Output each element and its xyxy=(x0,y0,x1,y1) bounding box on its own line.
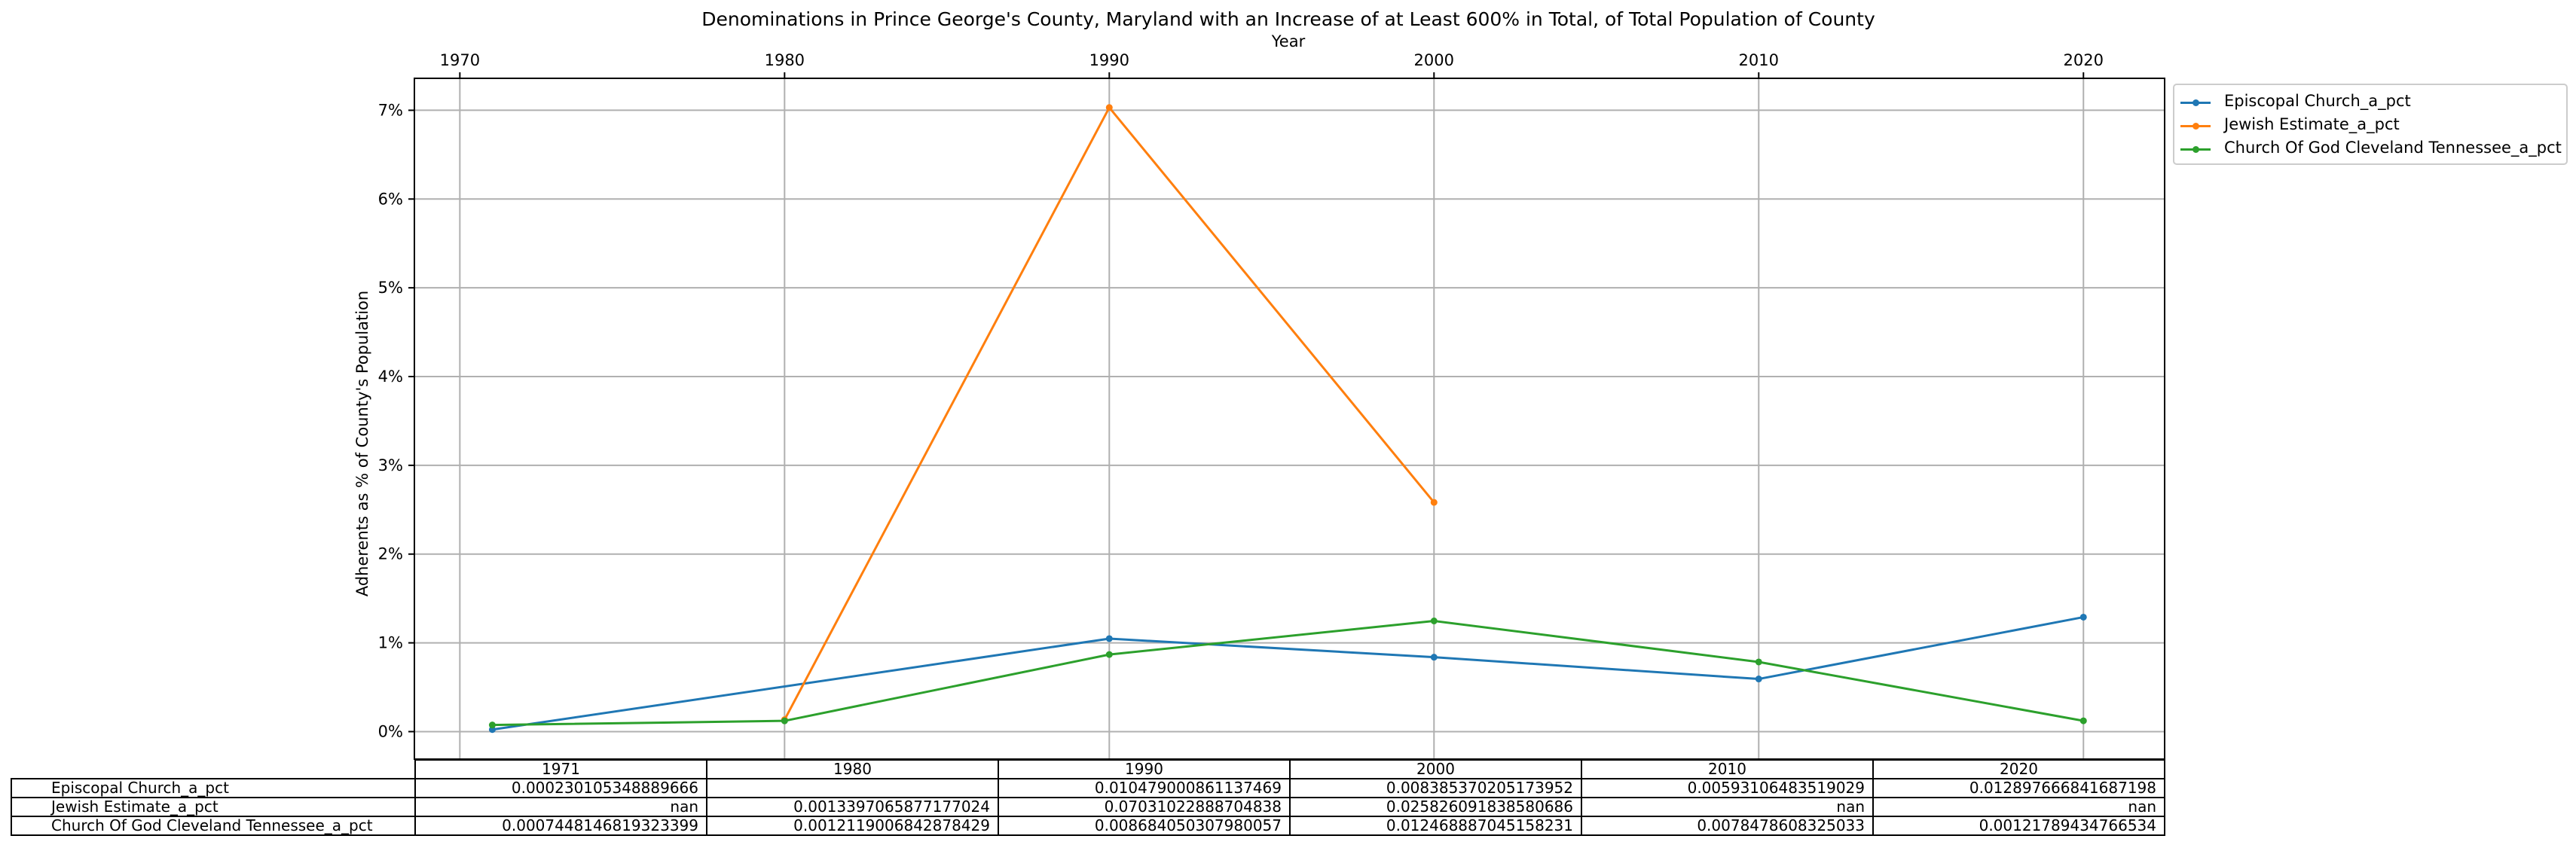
table-cell: 0.0013397065877177024 xyxy=(706,797,999,817)
legend-marker-icon xyxy=(2193,123,2199,130)
table-row: Episcopal Church_a_pct 0.000230105348889… xyxy=(11,778,2165,798)
data-point xyxy=(1430,618,1438,625)
data-point xyxy=(2079,613,2087,621)
table-column-header: 1980 xyxy=(706,759,999,779)
table-cell: 0.012897666841687198 xyxy=(1872,778,2165,798)
data-table: 1971 1980 1990 2000 2010 2020 Episcopal … xyxy=(11,759,2165,836)
data-point xyxy=(781,717,788,724)
table-column-header: 1971 xyxy=(414,759,707,779)
y-tick-label: 7% xyxy=(378,101,403,119)
table-row-header: Episcopal Church_a_pct xyxy=(11,778,416,798)
table-cell: 0.025826091838580686 xyxy=(1289,797,1582,817)
table-cell: 0.000230105348889666 xyxy=(414,778,707,798)
y-axis-label: Adherents as % of County's Population xyxy=(353,291,371,596)
y-tick-label: 3% xyxy=(378,456,403,474)
table-cell: 0.008684050307980057 xyxy=(998,816,1291,836)
table-cell: 0.0078478608325033 xyxy=(1581,816,1874,836)
data-point xyxy=(1755,658,1762,666)
y-tick-label: 5% xyxy=(378,279,403,297)
table-corner-cell xyxy=(11,760,415,779)
series-lines xyxy=(488,104,2087,734)
series-line-0 xyxy=(492,615,2084,731)
chart-title: Denominations in Prince George's County,… xyxy=(701,8,1875,30)
table-cell: nan xyxy=(414,797,707,817)
plot-frame xyxy=(414,78,2165,760)
data-point xyxy=(2079,717,2087,724)
table-cell: 0.008385370205173952 xyxy=(1289,778,1582,798)
data-point xyxy=(1105,635,1113,642)
data-point xyxy=(1105,104,1113,111)
legend: Episcopal Church_a_pct Jewish Estimate_a… xyxy=(2173,84,2568,165)
data-point xyxy=(1755,676,1762,683)
y-tick-label: 4% xyxy=(378,368,403,386)
table-column-header: 2000 xyxy=(1289,759,1582,779)
y-tick-label: 6% xyxy=(378,190,403,208)
axis-ticks: 1970 1980 1990 2000 2010 2020 0% 1% 2% 3% 4% 5% 6% 7% xyxy=(378,51,2104,740)
data-point xyxy=(1430,499,1438,506)
legend-marker-icon xyxy=(2193,146,2199,153)
table-cell: nan xyxy=(1872,797,2165,817)
series-line-2 xyxy=(492,620,2084,727)
y-tick-label: 0% xyxy=(378,722,403,740)
table-row-header: Jewish Estimate_a_pct xyxy=(11,797,416,817)
table-cell: 0.00121789434766534 xyxy=(1872,816,2165,836)
legend-item-church-of-god: Church Of God Cleveland Tennessee_a_pct xyxy=(2174,138,2566,160)
table-cell: 0.07031022888704838 xyxy=(998,797,1291,817)
table-cell: 0.012468887045158231 xyxy=(1289,816,1582,836)
x-tick-label: 1970 xyxy=(440,51,480,69)
x-tick-label: 2010 xyxy=(1739,51,1779,69)
table-cell: 0.0007448146819323399 xyxy=(414,816,707,836)
table-row: Jewish Estimate_a_pct nan 0.001339706587… xyxy=(11,797,2165,817)
legend-marker-icon xyxy=(2193,99,2199,106)
x-tick-label: 2000 xyxy=(1414,51,1454,69)
table-cell: 0.0012119006842878429 xyxy=(706,816,999,836)
table-row: Church Of God Cleveland Tennessee_a_pct … xyxy=(11,816,2165,836)
grid-lines xyxy=(414,78,2165,759)
legend-item-episcopal: Episcopal Church_a_pct xyxy=(2174,91,2566,114)
table-column-header: 2020 xyxy=(1872,759,2165,779)
table-column-header: 2010 xyxy=(1581,759,1874,779)
y-tick-label: 1% xyxy=(378,634,403,652)
y-tick-label: 2% xyxy=(378,545,403,563)
x-tick-label: 1980 xyxy=(765,51,805,69)
table-row-header: Church Of God Cleveland Tennessee_a_pct xyxy=(11,816,416,836)
table-column-header: 1990 xyxy=(998,759,1291,779)
table-cell: 0.00593106483519029 xyxy=(1581,778,1874,798)
data-point xyxy=(1105,651,1113,658)
x-tick-label: 2020 xyxy=(2064,51,2104,69)
table-header-row: 1971 1980 1990 2000 2010 2020 xyxy=(11,759,2165,779)
legend-label: Jewish Estimate_a_pct xyxy=(2224,115,2400,133)
table-cell: nan xyxy=(1581,797,1874,817)
table-cell xyxy=(706,778,999,798)
data-point xyxy=(1430,654,1438,661)
data-point xyxy=(488,721,496,729)
x-axis-label: Year xyxy=(1271,32,1306,50)
legend-label: Episcopal Church_a_pct xyxy=(2224,92,2411,110)
legend-item-jewish: Jewish Estimate_a_pct xyxy=(2174,114,2566,137)
x-tick-label: 1990 xyxy=(1089,51,1129,69)
table-cell: 0.010479000861137469 xyxy=(998,778,1291,798)
legend-label: Church Of God Cleveland Tennessee_a_pct xyxy=(2224,139,2562,157)
